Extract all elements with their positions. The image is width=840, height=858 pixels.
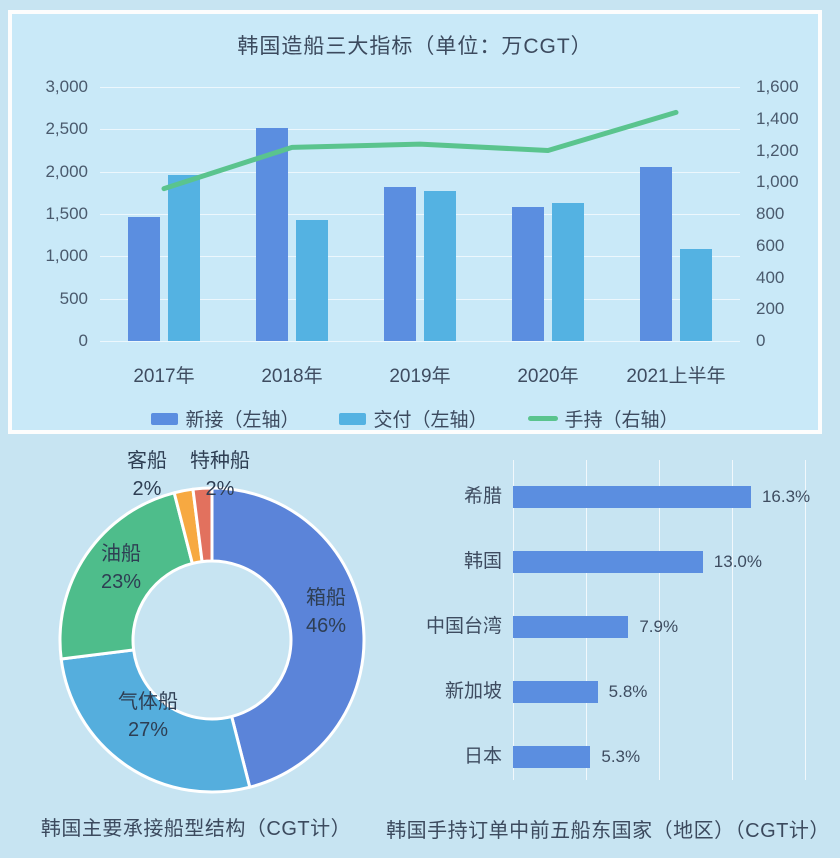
gridline [100,171,740,173]
hbar-caption: 韩国手持订单中前五船东国家（地区）（CGT计） [386,820,830,842]
right-axis-tick: 1,600 [756,77,799,96]
right-axis-tick: 1,400 [756,108,799,128]
bar-新接（左轴） [640,167,672,341]
gridline [100,214,740,215]
hbar-row-value: 5.8% [608,682,648,701]
legend-item: 交付（左轴） [339,405,488,432]
slice-pct: 2% [205,478,235,500]
donut-slice-label: 箱船 46% [288,584,364,640]
donut-slice-油船 [58,491,194,661]
x-axis-tick: 2018年 [261,366,323,387]
donut-caption: 韩国主要承接船型结构（CGT计） [40,818,352,840]
slice-name: 特种船 [190,450,250,472]
x-axis-tick: 2020年 [517,366,579,387]
hbar-row-value: 7.9% [639,617,679,636]
x-axis-tick: 2019年 [389,366,451,387]
combo-plot [100,87,740,342]
slice-pct: 27% [127,719,169,741]
hbar-row-label: 韩国 [463,551,502,572]
gridline [100,129,740,131]
hbar-row-bar [513,551,703,573]
hbar-row-value: 13.0% [713,552,762,571]
legend-label: 新接（左轴） [185,410,300,431]
donut-slice-箱船 [210,486,366,789]
slice-name: 客船 [127,450,167,472]
hbar-row-bar [513,681,598,703]
donut-slice-label: 特种船 2% [176,447,264,503]
gridline [100,341,740,342]
legend-swatch-bar [339,412,367,425]
x-axis-tick: 2017年 [133,366,195,387]
legend-swatch-line [527,416,558,421]
hbar-row-value: 16.3% [761,487,811,506]
combo-chart-panel: 韩国造船三大指标（单位：万CGT） 3,000 2,500 2,000 1,500 1,… [8,10,822,434]
combo-x-axis: 2017年 2018年 2019年 2020年 2021上半年 [100,361,740,387]
hbar-row-label: 中国台湾 [425,616,502,637]
bar-交付（左轴） [296,219,328,341]
combo-left-axis: 3,000 2,500 2,000 1,500 1,000 500 0 [18,77,88,350]
line-series-手持（右轴） [161,109,679,192]
right-axis-tick: 600 [756,235,785,255]
combo-chart-title: 韩国造船三大指标（单位：万CGT） [237,35,593,58]
slice-pct: 46% [305,615,347,637]
hbar-row-label: 日本 [463,746,502,767]
slice-pct: 23% [100,571,142,593]
legend-item: 手持（右轴） [527,405,679,432]
hbar-gridline [805,460,806,780]
legend-item: 新接（左轴） [151,405,299,432]
bar-交付（左轴） [424,191,456,341]
bar-交付（左轴） [552,203,584,341]
right-axis-tick: 200 [756,299,785,319]
slice-name: 油船 [101,543,141,565]
right-axis-tick: 0 [756,331,766,350]
right-axis-tick: 400 [756,267,785,287]
x-axis-tick: 2021上半年 [626,366,726,387]
legend-label: 手持（右轴） [564,410,679,431]
donut-slice-气体船 [59,648,252,794]
hbar-row-value: 5.3% [601,747,641,766]
left-axis-tick: 2,500 [45,119,88,139]
slice-name: 气体船 [118,691,178,713]
hbar-gridline [732,460,733,780]
left-axis-tick: 2,000 [45,161,88,181]
gridline [100,298,740,300]
donut-slice-label: 气体船 27% [100,688,196,744]
right-axis-tick: 1,000 [756,172,799,192]
left-axis-tick: 500 [59,288,88,308]
hbar-row-label: 新加坡 [444,681,502,702]
bar-交付（左轴） [680,248,712,341]
gridline [100,256,740,258]
hbar-chart: 希腊 16.3% 韩国 13.0% 中国台湾 7.9% 新加坡 5.8% 日本 5.3% [400,448,835,804]
hbar-row-bar [513,486,751,508]
bar-新接（左轴） [128,216,160,341]
legend-swatch-bar [151,412,179,425]
donut-slice-特种船 [191,486,214,564]
hbar-row-bar [513,746,591,768]
left-axis-tick: 1,500 [45,204,88,223]
legend-label: 交付（左轴） [373,410,488,431]
donut-slice-label: 客船 2% [110,447,184,503]
gridline [100,87,740,88]
slice-name: 箱船 [306,587,346,609]
hbar-gridline [659,460,660,780]
hbar-row-bar [513,616,629,638]
bar-新接（左轴） [512,207,544,341]
right-axis-tick: 800 [756,204,785,223]
slice-pct: 2% [132,478,162,500]
donut-slice-label: 油船 23% [78,540,164,596]
left-axis-tick: 3,000 [45,77,88,96]
donut-chart [58,486,366,794]
left-axis-tick: 1,000 [45,246,88,266]
bar-新接（左轴） [256,127,288,341]
left-axis-tick: 0 [78,331,88,350]
combo-right-axis: 1,600 1,400 1,200 1,000 800 600 400 200 0 [756,77,822,350]
combo-legend: 新接（左轴） 交付（左轴） 手持（右轴） [12,405,818,432]
bar-新接（左轴） [384,186,416,341]
bar-交付（左轴） [168,175,200,341]
right-axis-tick: 1,200 [756,140,799,160]
hbar-row-label: 希腊 [463,486,502,507]
